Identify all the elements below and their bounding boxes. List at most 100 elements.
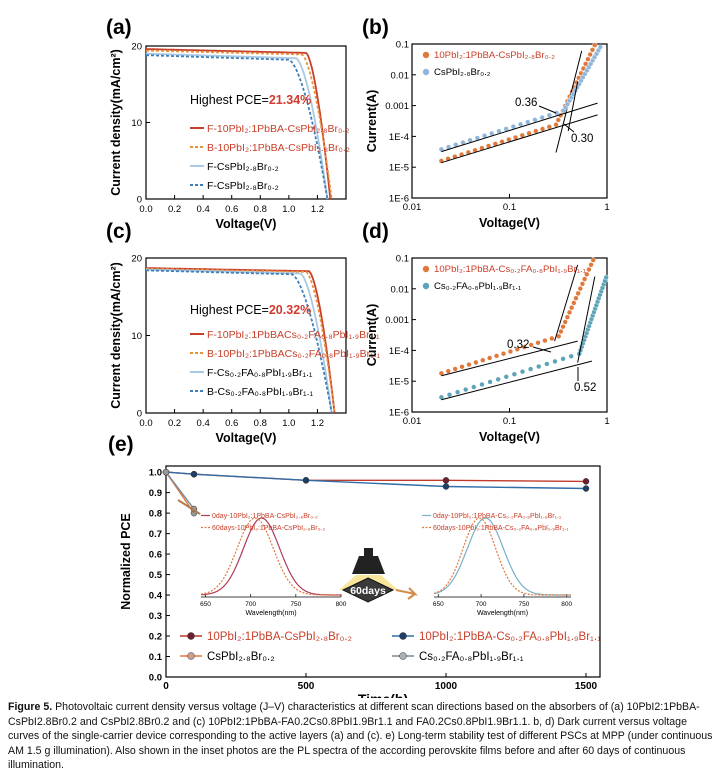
chart-d-point-s0 — [579, 281, 586, 287]
chart-b-ytick-label: 0.01 — [391, 70, 410, 81]
chart-b-point-s1 — [539, 114, 545, 121]
chart-a-legend-label-2: F-CsPbI₂.₈Br₀.₂ — [207, 161, 279, 173]
chart-a-xlabel: Voltage(V) — [216, 217, 277, 231]
chart-e-point-s1 — [442, 483, 450, 490]
chart-d-ytick-label: 1E-5 — [389, 377, 409, 388]
chart-e-ytick-label: 0.8 — [149, 509, 162, 520]
chart-d-point-s0 — [528, 342, 534, 348]
chart-a-legend-label-1: B-10PbI₂:1PbBA-CsPbI₂.₈Br₀.₂ — [207, 142, 350, 154]
chart-e-inset-0-legend-label-0: 0day-10PbI₂:1PbBA-CsPbI₂.₈Br₀.₂ — [212, 513, 318, 520]
chart-c-legend-label-0: F-10PbI₂:1PbBACs₀.₂FA₀.₈PbI₁.₉Br₁.₁ — [207, 329, 380, 341]
chart-e-legend-label-1: 10PbI₂:1PbBA-Cs₀.₂FA₀.₈PbI₁.₉Br₁.₁ — [419, 631, 601, 643]
chart-a-xtick-label: 1.0 — [282, 204, 295, 215]
chart-b-point-s1 — [517, 121, 524, 127]
chart-b-legend-marker-1 — [422, 68, 430, 76]
chart-c-xtick-label: 1.2 — [311, 418, 324, 429]
chart-d-point-s1 — [511, 371, 517, 377]
chart-a-legend-label-3: F-CsPbI₂.₈Br₀.₂ — [207, 180, 279, 192]
chart-d-point-s1 — [463, 387, 469, 393]
chart-e-xtick-label: 500 — [298, 681, 315, 692]
panel-label-d: (d) — [362, 220, 389, 243]
chart-e-legend-marker-3 — [399, 652, 407, 660]
chart-d-point-s1 — [495, 376, 501, 382]
chart-a-ytick-label: 20 — [131, 42, 142, 53]
chart-e-ytick-label: 0.0 — [149, 673, 162, 684]
chart-b-point-s1 — [546, 112, 552, 118]
chart-e-legend-marker-0 — [187, 632, 195, 640]
chart-e-ytick-label: 0.6 — [149, 550, 162, 561]
panel-label-e: (e) — [108, 433, 134, 456]
chart-e-series-line-3 — [165, 471, 195, 510]
chart-d-point-s0 — [514, 346, 520, 352]
chart-b-point-s0 — [539, 126, 546, 132]
chart-b-point-s0 — [555, 117, 561, 123]
chart-d-point-s1 — [479, 381, 485, 388]
chart-d-point-s0 — [542, 338, 548, 344]
chart-c-ytick-label: 10 — [131, 331, 142, 342]
chart-a-series-2 — [146, 52, 329, 200]
chart-d-legend-marker-1 — [422, 282, 430, 290]
chart-d-xlabel: Voltage(V) — [479, 430, 540, 444]
chart-d-point-s0 — [571, 300, 577, 306]
chart-d-dark-current: 0.01 0.1 1 1E-6 1E-5 1E-4 0.001 0.01 0.1 Voltage(… — [365, 254, 610, 445]
chart-d-point-s0 — [535, 340, 541, 346]
panel-label-b: (b) — [362, 16, 389, 39]
chart-e-legend-marker-2 — [187, 652, 195, 660]
chart-b-dark-current: 0.01 0.1 1 1E-6 1E-5 1E-4 0.001 0.01 0.1 Voltage(… — [365, 40, 610, 231]
chart-d-fit-tfl-0 — [554, 264, 579, 342]
chart-c-series-3 — [146, 269, 333, 414]
chart-a-xtick-label: 0.6 — [225, 204, 238, 215]
chart-b-legend-label-1: CsPbI₂.₈Br₀.₂ — [434, 67, 491, 78]
chart-d-point-s0 — [575, 290, 581, 296]
chart-d-point-s0 — [569, 305, 575, 311]
chart-b-point-s0 — [553, 122, 559, 128]
chart-e-inset-1-legend-label-1: 60days-10PbI₂:1PbBA-Cs₀.₂FA₀.₈PbI₁.₉Br₁.… — [433, 525, 569, 532]
chart-a-legend-label-0: F-10PbI₂:1PbBA-CsPbI₂.₈Br₀.₂ — [207, 123, 349, 135]
chart-e-legend-marker-1 — [399, 632, 407, 640]
chart-d-point-s0 — [582, 276, 588, 282]
chart-d-point-s0 — [473, 359, 479, 366]
chart-e-inset-1-xlabel: Wavelength(nm) — [477, 610, 528, 617]
chart-d-point-s0 — [562, 319, 568, 325]
chart-d-point-s1 — [471, 384, 477, 390]
chart-a-series-0 — [146, 48, 332, 200]
chart-d-point-s1 — [528, 366, 534, 372]
chart-d-ylabel: Current(A) — [365, 304, 379, 367]
chart-b-vtfl-label-1: 0.30 — [571, 133, 593, 145]
chart-e-xtick-label: 0 — [163, 681, 169, 692]
caption-text: Photovoltaic current density versus volt… — [8, 701, 713, 771]
chart-a-ytick-label: 10 — [131, 118, 142, 129]
chart-e-point-s1 — [582, 485, 590, 492]
chart-c-xtick-label: 1.0 — [282, 418, 295, 429]
chart-d-vtfl-arrow-0 — [532, 346, 552, 353]
chart-b-xtick-label: 0.01 — [403, 202, 422, 213]
chart-e-inset-0-xtick-label: 650 — [200, 601, 211, 608]
chart-e-ylabel: Normalized PCE — [119, 513, 133, 610]
chart-b-legend-marker-0 — [422, 51, 430, 59]
chart-a-xtick-label: 0.4 — [197, 204, 210, 215]
chart-b-xlabel: Voltage(V) — [479, 216, 540, 230]
chart-a-xtick-label: 0.2 — [168, 204, 181, 215]
figure-canvas: (a) (b) (c) (d) (e) 0.0 0.2 0.4 0.6 0.8 1.0 1.… — [106, 16, 610, 698]
chart-e-xtick-label: 1000 — [435, 681, 458, 692]
chart-d-point-s1 — [519, 369, 526, 375]
chart-d-fit-ohmic-0 — [441, 340, 578, 377]
chart-e-inset-1-xtick-label: 700 — [476, 601, 487, 608]
chart-d-point-s0 — [487, 355, 493, 361]
chart-d-point-s1 — [454, 389, 461, 395]
chart-d-xtick-label: 1 — [604, 416, 609, 427]
chart-e-ytick-label: 0.9 — [149, 488, 162, 499]
chart-e-point-s0 — [582, 478, 590, 485]
chart-e-inset-1-xtick-label: 650 — [433, 601, 444, 608]
chart-b-point-s1 — [532, 117, 538, 123]
chart-e-ytick-label: 0.4 — [149, 591, 163, 602]
chart-d-ytick-label: 1E-4 — [389, 346, 409, 357]
chart-a-xtick-label: 0.0 — [139, 204, 152, 215]
chart-d-point-s0 — [500, 351, 507, 357]
chart-c-ytick-label: 20 — [131, 254, 142, 265]
chart-e-ytick-label: 0.2 — [149, 632, 162, 643]
chart-a-series-3 — [146, 54, 329, 200]
chart-c-xtick-label: 0.4 — [197, 418, 210, 429]
chart-d-point-s1 — [544, 361, 550, 367]
chart-b-point-s0 — [592, 42, 598, 48]
